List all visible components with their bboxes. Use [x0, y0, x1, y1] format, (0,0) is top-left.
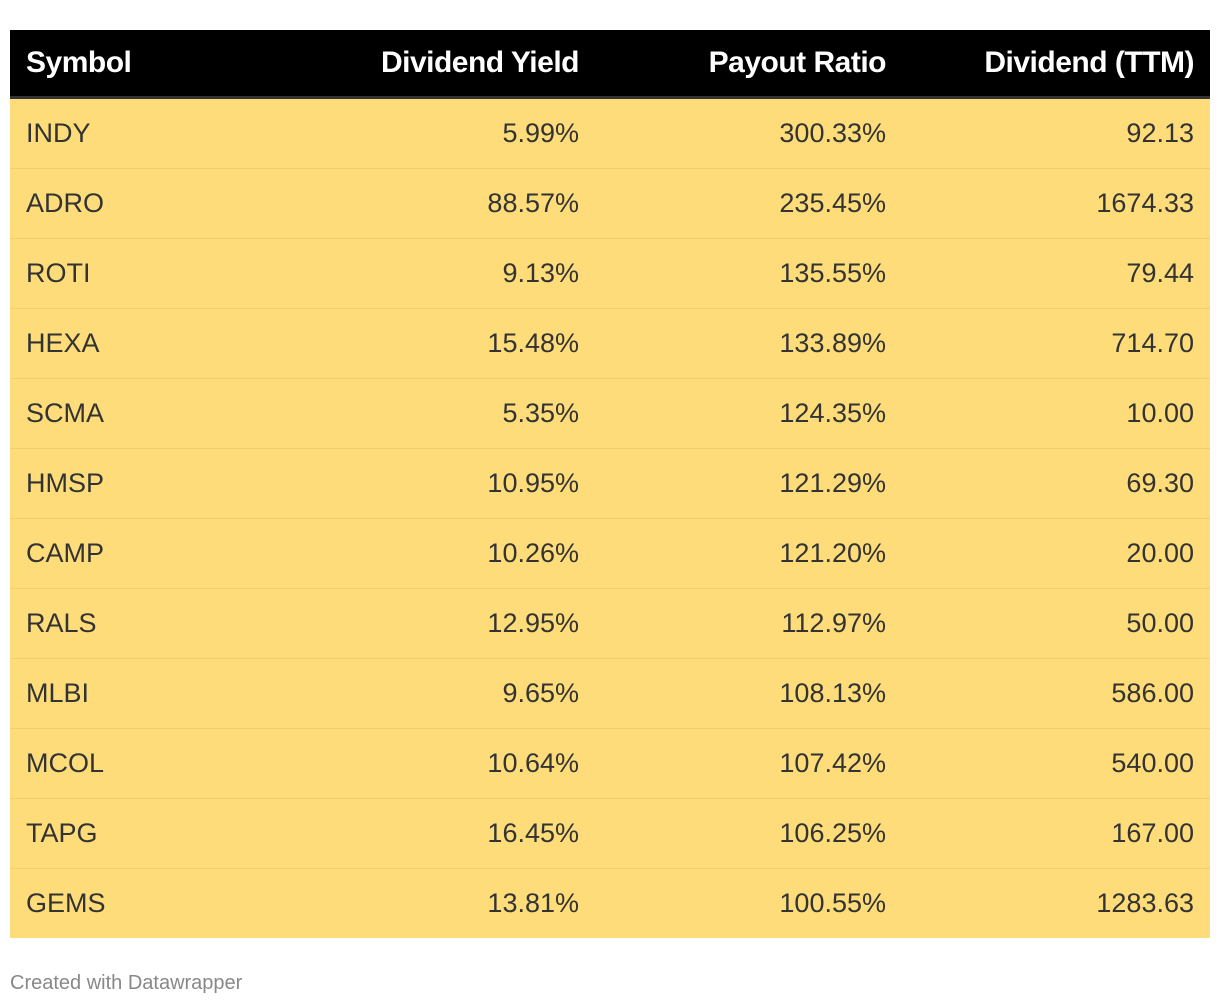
symbol-cell: MCOL: [10, 728, 295, 799]
dividend-yield-cell: 10.64%: [295, 728, 595, 799]
symbol-cell: RALS: [10, 588, 295, 659]
column-header-symbol[interactable]: Symbol: [10, 30, 295, 99]
datawrapper-credit: Created with Datawrapper: [10, 972, 243, 994]
symbol-cell: MLBI: [10, 658, 295, 729]
dividend-yield-cell: 10.26%: [295, 518, 595, 589]
dividend-ttm-cell: 1674.33: [902, 168, 1210, 239]
payout-ratio-cell: 106.25%: [595, 798, 902, 869]
dividend-ttm-cell: 20.00: [902, 518, 1210, 589]
column-header-payout-ratio[interactable]: Payout Ratio: [595, 30, 902, 99]
symbol-cell: INDY: [10, 97, 295, 169]
dividend-yield-cell: 15.48%: [295, 308, 595, 379]
table-row: MLBI 9.65% 108.13% 586.00: [10, 658, 1210, 729]
symbol-cell: TAPG: [10, 798, 295, 869]
data-table-container: Symbol Dividend Yield Payout Ratio Divid…: [10, 30, 1210, 938]
table-row: CAMP 10.26% 121.20% 20.00: [10, 518, 1210, 589]
dividend-yield-cell: 12.95%: [295, 588, 595, 659]
header-row: Symbol Dividend Yield Payout Ratio Divid…: [10, 30, 1210, 99]
dividend-yield-cell: 5.35%: [295, 378, 595, 449]
payout-ratio-cell: 135.55%: [595, 238, 902, 309]
column-header-dividend-yield[interactable]: Dividend Yield: [295, 30, 595, 99]
payout-ratio-cell: 100.55%: [779, 888, 886, 918]
table-header: Symbol Dividend Yield Payout Ratio Divid…: [10, 30, 1210, 99]
table-row: HMSP 10.95% 121.29% 69.30: [10, 448, 1210, 519]
payout-ratio-cell: 235.45%: [595, 168, 902, 239]
dividend-yield-cell: 13.81%: [487, 888, 579, 918]
dividend-ttm-cell: 167.00: [902, 798, 1210, 869]
symbol-cell: HEXA: [10, 308, 295, 379]
table-row: TAPG 16.45% 106.25% 167.00: [10, 798, 1210, 869]
dividend-ttm-cell: 50.00: [902, 588, 1210, 659]
dividend-yield-cell: 9.65%: [295, 658, 595, 729]
dividend-yield-cell: 88.57%: [295, 168, 595, 239]
dividend-ttm-cell: 540.00: [902, 728, 1210, 799]
table-row: GEMS 13.81% 100.55% 1283.63: [10, 868, 1210, 938]
symbol-cell: ADRO: [10, 168, 295, 239]
table-row: INDY 5.99% 300.33% 92.13: [10, 97, 1210, 169]
dividend-ttm-cell: 79.44: [902, 238, 1210, 309]
payout-ratio-cell: 133.89%: [595, 308, 902, 379]
payout-ratio-cell: 121.20%: [595, 518, 902, 589]
dividend-ttm-cell: 92.13: [902, 97, 1210, 169]
symbol-cell: SCMA: [10, 378, 295, 449]
dividend-yield-cell: 9.13%: [295, 238, 595, 309]
dividend-ttm-cell: 69.30: [902, 448, 1210, 519]
table-row: ROTI 9.13% 135.55% 79.44: [10, 238, 1210, 309]
table-row: MCOL 10.64% 107.42% 540.00: [10, 728, 1210, 799]
dividend-table: Symbol Dividend Yield Payout Ratio Divid…: [10, 30, 1210, 938]
payout-ratio-cell: 124.35%: [595, 378, 902, 449]
dividend-yield-cell: 10.95%: [295, 448, 595, 519]
symbol-cell: CAMP: [10, 518, 295, 589]
symbol-cell: ROTI: [10, 238, 295, 309]
dividend-ttm-cell: 714.70: [902, 308, 1210, 379]
dividend-ttm-cell: 10.00: [902, 378, 1210, 449]
dividend-yield-cell: 16.45%: [295, 798, 595, 869]
payout-ratio-cell: 121.29%: [595, 448, 902, 519]
payout-ratio-cell: 112.97%: [595, 588, 902, 659]
payout-ratio-cell: 107.42%: [595, 728, 902, 799]
dividend-ttm-cell: 1283.63: [1096, 888, 1194, 918]
table-row: HEXA 15.48% 133.89% 714.70: [10, 308, 1210, 379]
payout-ratio-cell: 108.13%: [595, 658, 902, 729]
symbol-cell: HMSP: [10, 448, 295, 519]
table-row: ADRO 88.57% 235.45% 1674.33: [10, 168, 1210, 239]
table-body: INDY 5.99% 300.33% 92.13 ADRO 88.57% 235.45% 16…: [10, 97, 1210, 938]
payout-ratio-cell: 300.33%: [595, 97, 902, 169]
column-header-dividend-ttm[interactable]: Dividend (TTM): [902, 30, 1210, 99]
table-row: SCMA 5.35% 124.35% 10.00: [10, 378, 1210, 449]
table-row: RALS 12.95% 112.97% 50.00: [10, 588, 1210, 659]
dividend-ttm-cell: 586.00: [902, 658, 1210, 729]
dividend-yield-cell: 5.99%: [295, 97, 595, 169]
symbol-cell: GEMS: [26, 888, 106, 918]
